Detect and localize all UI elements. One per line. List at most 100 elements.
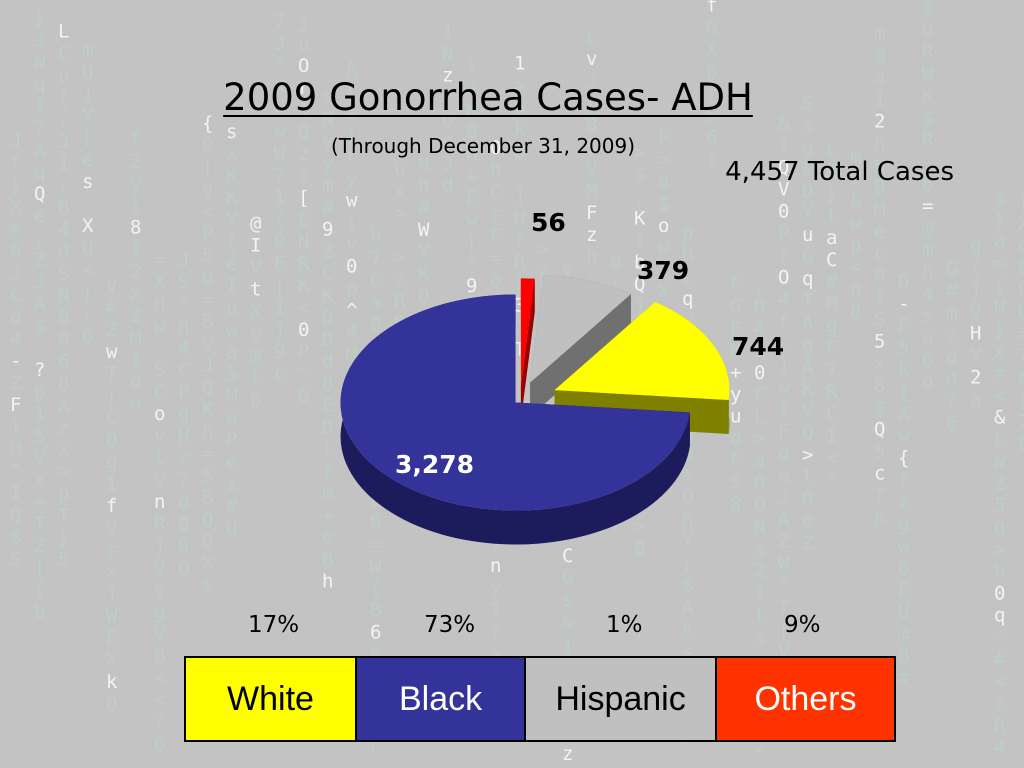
- svg-text:d: d: [730, 428, 741, 450]
- svg-text:J: J: [10, 262, 21, 284]
- svg-text:I: I: [778, 398, 789, 420]
- svg-text:x: x: [106, 561, 117, 583]
- svg-text:C: C: [754, 384, 765, 406]
- svg-text:R: R: [394, 290, 406, 312]
- svg-text:F: F: [370, 731, 381, 753]
- svg-text:7: 7: [1018, 345, 1024, 367]
- svg-text:z: z: [394, 136, 405, 158]
- svg-text:d: d: [442, 174, 453, 196]
- svg-text:]: ]: [82, 83, 93, 105]
- svg-text:C: C: [370, 269, 381, 291]
- svg-text:<: <: [826, 447, 837, 469]
- svg-text:>: >: [394, 202, 405, 224]
- svg-text:y: y: [346, 167, 357, 189]
- svg-text:5: 5: [202, 245, 213, 267]
- svg-text:F: F: [10, 394, 21, 416]
- svg-text:-: -: [82, 193, 93, 215]
- svg-text:T: T: [58, 505, 69, 527]
- svg-text:e: e: [34, 205, 45, 227]
- svg-text:K: K: [226, 165, 238, 187]
- percent-white: 17%: [248, 612, 300, 638]
- svg-text:a: a: [922, 327, 933, 349]
- svg-text:I: I: [226, 275, 237, 297]
- svg-text:y: y: [562, 259, 573, 281]
- svg-text:#: #: [322, 197, 334, 219]
- svg-text:$: $: [10, 526, 21, 548]
- svg-text:>: >: [658, 149, 669, 171]
- svg-text:D: D: [322, 417, 333, 439]
- svg-text:0: 0: [202, 135, 213, 157]
- svg-text:1: 1: [442, 20, 453, 42]
- svg-text:Q: Q: [34, 183, 45, 205]
- svg-text:B: B: [466, 121, 477, 143]
- svg-text:V: V: [106, 517, 117, 539]
- svg-text:9: 9: [466, 275, 477, 297]
- svg-text:u: u: [394, 158, 405, 180]
- svg-text:j: j: [154, 535, 165, 557]
- svg-text:0: 0: [994, 582, 1005, 604]
- svg-text:{: {: [898, 381, 909, 403]
- svg-text:J: J: [10, 130, 21, 152]
- svg-text:G: G: [562, 567, 573, 589]
- svg-text:%: %: [682, 464, 694, 486]
- svg-text:u: u: [298, 33, 309, 55]
- svg-text:5: 5: [874, 330, 885, 352]
- svg-text:N: N: [442, 42, 453, 64]
- svg-text:%: %: [322, 87, 334, 109]
- svg-text:n: n: [178, 315, 189, 337]
- svg-text:e: e: [226, 253, 237, 275]
- svg-text:8: 8: [658, 171, 669, 193]
- svg-text:D: D: [754, 296, 765, 318]
- svg-text:#: #: [226, 495, 238, 517]
- svg-text:0: 0: [778, 200, 789, 222]
- svg-text:d: d: [778, 442, 789, 464]
- svg-text:+: +: [466, 165, 477, 187]
- svg-text:q: q: [682, 288, 693, 310]
- svg-text:=: =: [370, 533, 381, 555]
- svg-text:7: 7: [274, 10, 285, 32]
- svg-text:7: 7: [178, 469, 189, 491]
- svg-text:A: A: [34, 293, 46, 315]
- svg-text:F: F: [730, 450, 741, 472]
- svg-text:-: -: [922, 151, 933, 173]
- svg-text:0: 0: [370, 511, 381, 533]
- svg-text:H: H: [514, 206, 525, 228]
- svg-text:0: 0: [274, 230, 285, 252]
- svg-text:R: R: [826, 381, 838, 403]
- svg-text:N: N: [322, 109, 333, 131]
- svg-text:p: p: [34, 381, 45, 403]
- svg-text:m: m: [922, 239, 933, 261]
- svg-text:x: x: [226, 143, 237, 165]
- svg-text:{: {: [970, 257, 981, 279]
- svg-text:{: {: [202, 113, 213, 135]
- svg-text:1: 1: [274, 296, 285, 318]
- legend-hispanic: Hispanic: [526, 658, 717, 740]
- svg-text:@: @: [250, 213, 261, 235]
- svg-text:L: L: [994, 428, 1005, 450]
- svg-text:g: g: [154, 601, 165, 623]
- svg-text:X: X: [106, 649, 118, 671]
- svg-text:=: =: [154, 249, 165, 271]
- svg-text:e: e: [802, 510, 813, 532]
- pie-slice-others: [520, 278, 535, 421]
- svg-text:^: ^: [778, 574, 789, 596]
- svg-text:@: @: [898, 623, 909, 645]
- svg-text:6: 6: [82, 325, 93, 347]
- svg-text:#: #: [994, 648, 1006, 670]
- svg-text:O: O: [178, 557, 189, 579]
- svg-text:5: 5: [226, 363, 237, 385]
- svg-text:l: l: [250, 367, 261, 389]
- svg-text:U: U: [82, 61, 93, 83]
- svg-text:7: 7: [946, 390, 957, 412]
- svg-text:n: n: [154, 491, 165, 513]
- svg-text:T: T: [106, 363, 117, 385]
- svg-text:B: B: [898, 645, 909, 667]
- svg-text:F: F: [730, 274, 741, 296]
- svg-text:2: 2: [874, 110, 885, 132]
- svg-text:C: C: [10, 284, 21, 306]
- svg-text:5: 5: [898, 337, 909, 359]
- svg-text:E: E: [322, 395, 333, 417]
- svg-text:d: d: [58, 241, 69, 263]
- svg-text:e: e: [226, 451, 237, 473]
- svg-text:s: s: [802, 114, 813, 136]
